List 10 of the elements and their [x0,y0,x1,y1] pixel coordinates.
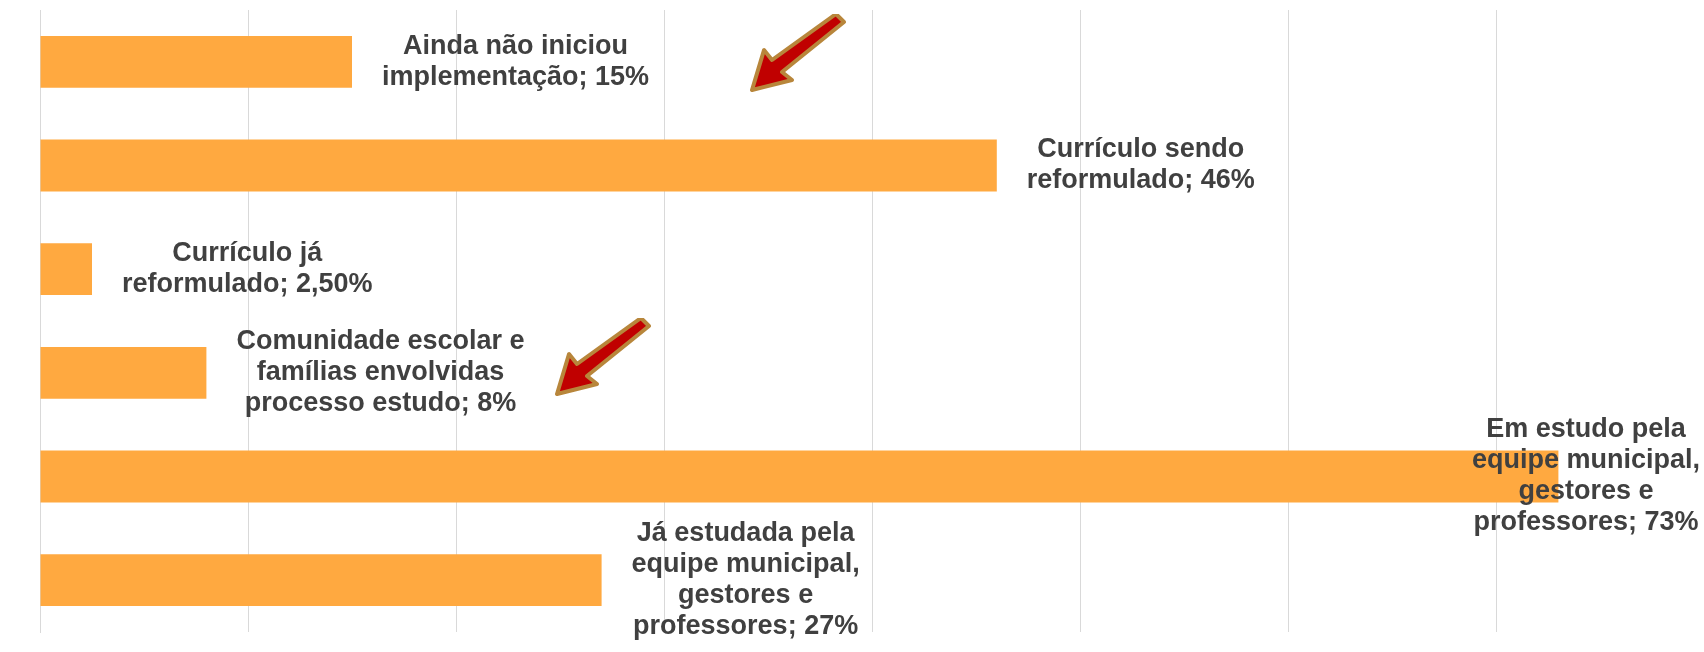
bar [40,554,602,607]
data-label: Currículo já reformulado; 2,50% [122,237,373,299]
data-label: Ainda não iniciou implementação; 15% [382,29,650,91]
bar [40,139,997,192]
bar [40,35,352,88]
data-label: Já estudada pela equipe municipal, gestores e professores; 27% [631,517,860,641]
data-label: Comunidade escolar e famílias envolvidas processo estudo; 8% [236,325,525,418]
bar [40,243,92,296]
data-label: Currículo sendo reformulado; 46% [1026,133,1255,195]
bar [40,346,207,399]
